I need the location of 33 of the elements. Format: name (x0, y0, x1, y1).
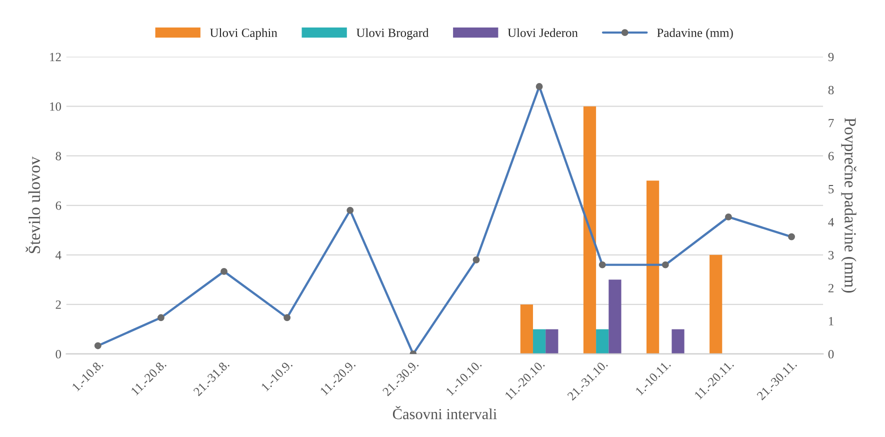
y2-tick-label: 0 (828, 350, 834, 358)
legend-label: Ulovi Caphin (210, 28, 278, 40)
y-axis-title: Število ulovov (26, 156, 40, 254)
y-tick-label: 10 (50, 102, 62, 111)
y-tick-label: 8 (56, 152, 62, 160)
bar (532, 329, 546, 354)
bar (583, 106, 596, 354)
y-tick-label: 4 (56, 251, 62, 260)
bar (546, 329, 558, 354)
y2-tick-label: 6 (828, 152, 834, 160)
x-axis-title: Časovni intervali (392, 406, 497, 420)
legend-label: Ulovi Brogard (356, 28, 429, 40)
y2-tick-label: 3 (828, 250, 834, 260)
bar (520, 304, 533, 354)
y-tick-label: 12 (50, 52, 61, 62)
y2-tick-label: 1 (829, 317, 834, 326)
y2-axis-title: Povprečne padavine (mm) (841, 118, 856, 293)
legend-label: Ulovi Jederon (508, 28, 578, 38)
bar (608, 280, 622, 354)
bar (596, 329, 609, 354)
y2-tick-label: 7 (828, 118, 834, 128)
y2-tick-label: 5 (828, 185, 834, 194)
bar (710, 254, 722, 354)
y2-tick-label: 2 (828, 284, 834, 292)
y-tick-label: 2 (56, 300, 61, 309)
bar (672, 329, 684, 354)
y2-tick-label: 9 (828, 52, 834, 62)
y-tick-label: 6 (56, 201, 62, 210)
y-tick-label: 0 (56, 350, 62, 358)
bar (646, 180, 660, 354)
y2-tick-label: 8 (828, 86, 834, 94)
y2-tick-label: 4 (828, 218, 834, 226)
legend-label: Padavine (mm) (657, 28, 733, 40)
